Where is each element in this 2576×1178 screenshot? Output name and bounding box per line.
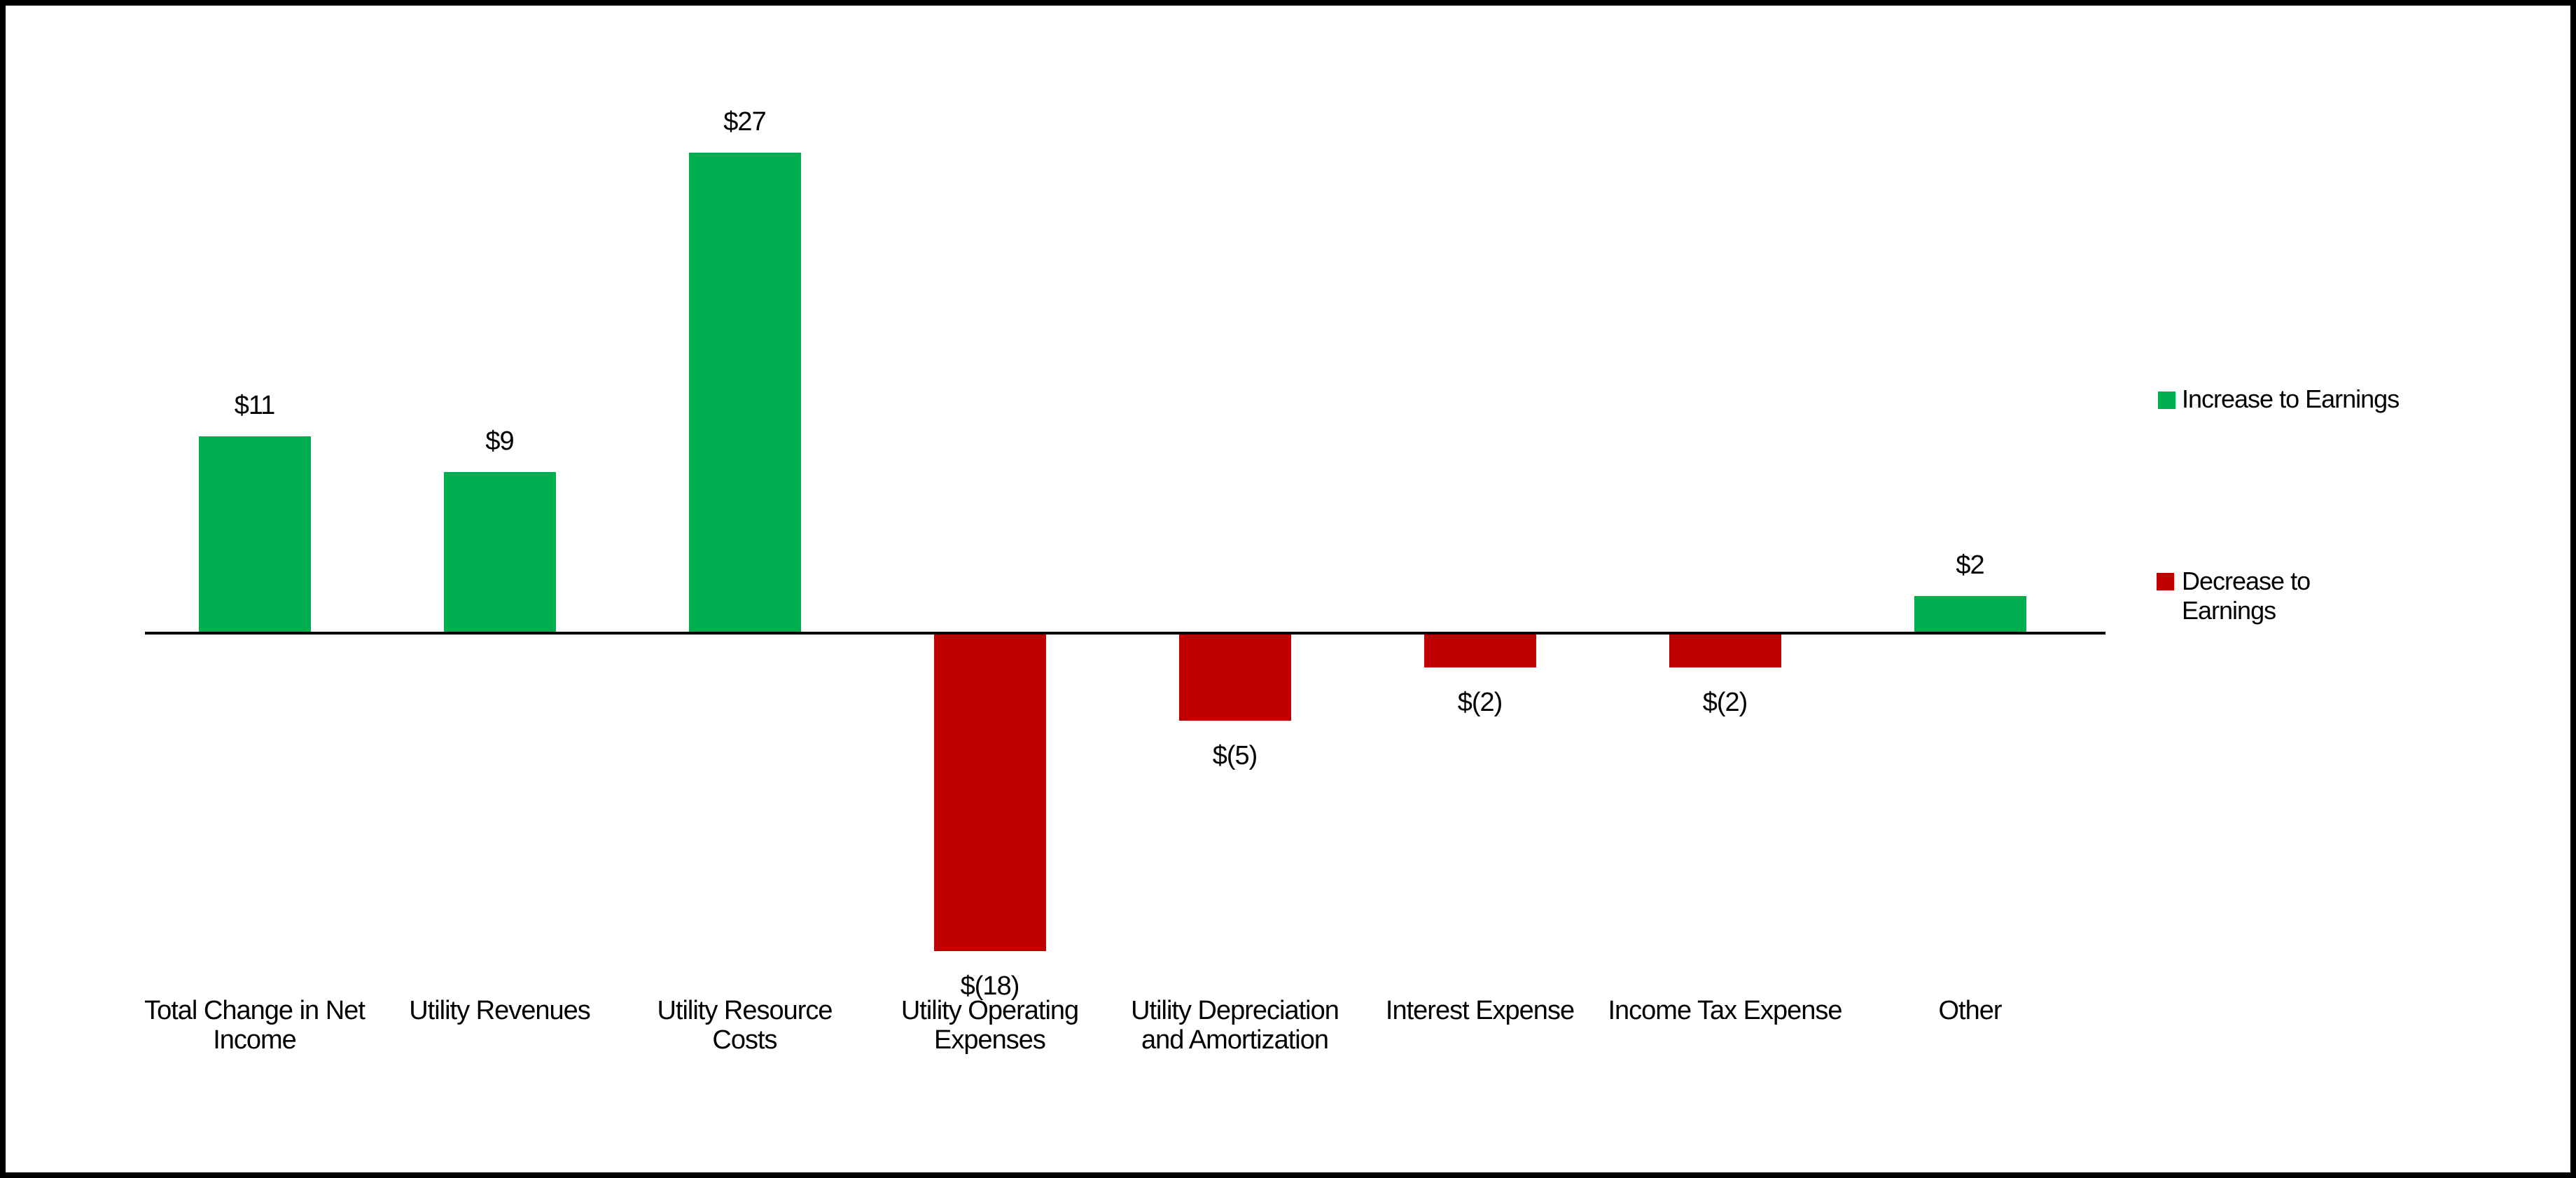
bar-value-label-8: $2 <box>1956 550 1984 581</box>
x-axis-baseline <box>145 632 2105 635</box>
bar-value-label-1: $11 <box>234 391 276 421</box>
bar-value-label-5: $(5) <box>1212 740 1258 770</box>
legend-label-increase: Increase to Earnings <box>2182 384 2400 413</box>
bar-5 <box>1178 632 1291 721</box>
bar-2 <box>443 471 556 632</box>
category-label-3: Utility Resource Costs <box>657 996 833 1055</box>
category-label-7: Income Tax Expense <box>1608 996 1842 1025</box>
bar-4 <box>933 632 1046 952</box>
category-label-4: Utility Operating Expenses <box>900 996 1079 1055</box>
category-label-6: Interest Expense <box>1385 996 1575 1025</box>
bar-value-label-2: $9 <box>485 426 514 456</box>
legend-swatch-increase-icon <box>2158 391 2175 409</box>
bar-6 <box>1423 632 1536 667</box>
bar-8 <box>1914 596 2026 632</box>
bar-value-label-4: $(18) <box>960 971 1020 1002</box>
bar-chart-plot-area: $11 Total Change in Net Income $9 Utility R… <box>6 6 2570 1172</box>
bar-3 <box>688 152 801 632</box>
category-label-1: Total Change in Net Income <box>144 996 365 1055</box>
category-label-5: Utility Depreciation and Amortization <box>1131 996 1339 1055</box>
bar-7 <box>1669 632 1781 667</box>
legend-swatch-decrease-icon <box>2157 573 2174 590</box>
bar-1 <box>198 436 311 632</box>
chart-legend: Increase to Earnings Decrease to Earning… <box>6 6 2570 1172</box>
bar-value-label-7: $(2) <box>1702 687 1748 717</box>
category-label-8: Other <box>1938 996 2002 1025</box>
bar-value-label-6: $(2) <box>1457 687 1503 717</box>
category-label-2: Utility Revenues <box>409 996 591 1025</box>
legend-label-decrease: Decrease to Earnings <box>2182 567 2311 625</box>
bar-value-label-3: $27 <box>723 106 766 137</box>
